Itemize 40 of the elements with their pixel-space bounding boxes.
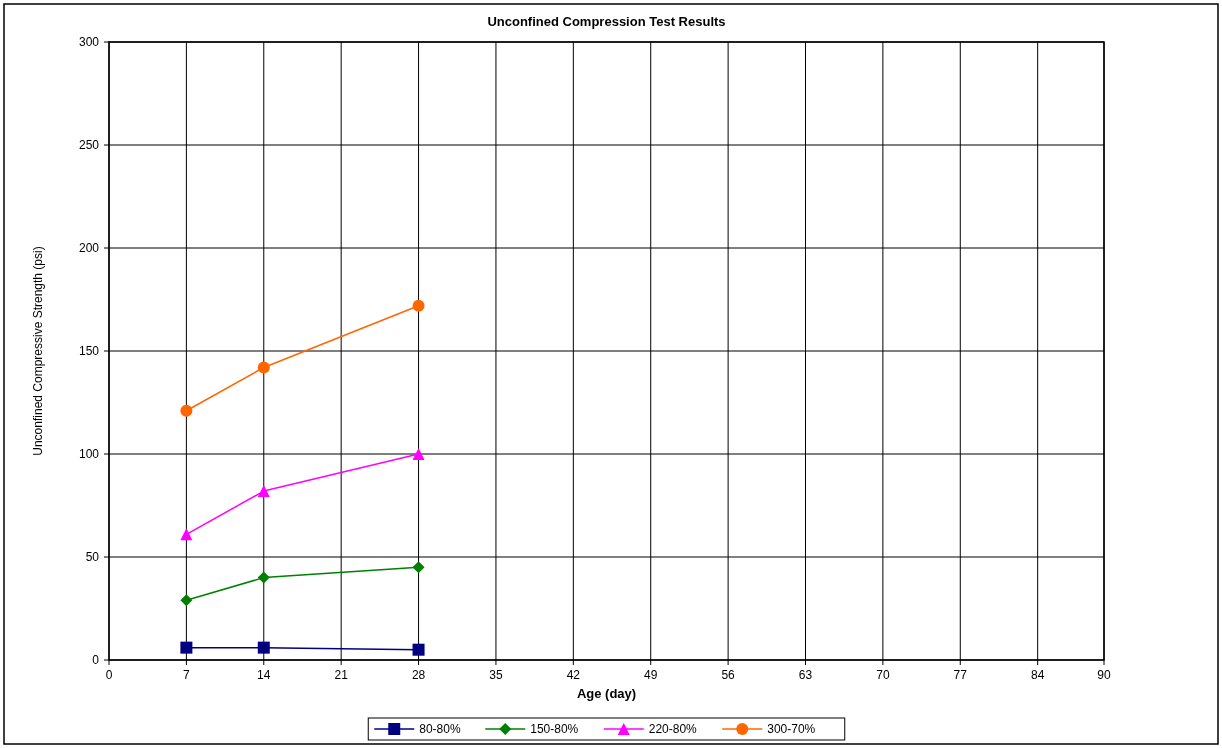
x-tick-label: 42 xyxy=(566,668,581,682)
y-tick-label: 150 xyxy=(78,344,100,358)
x-tick-label: 28 xyxy=(411,668,426,682)
x-tick-label: 21 xyxy=(334,668,349,682)
chart-title: Unconfined Compression Test Results xyxy=(487,14,726,29)
x-tick-label: 90 xyxy=(1097,668,1111,682)
point xyxy=(412,299,425,312)
x-tick-label: 14 xyxy=(257,668,271,682)
point xyxy=(257,485,270,498)
legend-label: 80-80% xyxy=(419,722,461,736)
x-tick-label: 84 xyxy=(1030,668,1045,682)
point xyxy=(412,448,425,460)
point xyxy=(257,571,270,584)
point xyxy=(180,641,193,654)
x-axis-title: Age (day) xyxy=(576,686,637,701)
x-tick-label: 7 xyxy=(183,668,191,682)
legend-label: 220-80% xyxy=(648,722,698,736)
x-tick-label: 63 xyxy=(798,668,813,682)
x-tick-label: 70 xyxy=(876,668,890,682)
y-tick-label: 100 xyxy=(78,447,100,461)
y-axis-title: Unconfined Compressive Strength (psi) xyxy=(31,246,45,456)
y-tick-label: 200 xyxy=(78,241,100,255)
x-tick-label: 35 xyxy=(489,668,503,682)
point xyxy=(257,361,270,374)
point xyxy=(180,594,193,607)
x-tick-label: 0 xyxy=(105,668,113,682)
legend-label: 150-80% xyxy=(530,722,579,736)
point xyxy=(412,561,425,574)
y-tick-label: 0 xyxy=(92,653,100,667)
point xyxy=(180,528,193,541)
x-tick-label: 77 xyxy=(953,668,968,682)
point xyxy=(257,641,270,654)
legend-label: 300-70% xyxy=(767,722,816,736)
point xyxy=(412,643,425,656)
y-tick-label: 250 xyxy=(78,138,100,152)
point xyxy=(180,404,193,417)
x-tick-label: 49 xyxy=(644,668,658,682)
x-tick-label: 56 xyxy=(721,668,736,682)
y-tick-label: 50 xyxy=(85,550,100,564)
y-tick-label: 300 xyxy=(78,35,100,49)
